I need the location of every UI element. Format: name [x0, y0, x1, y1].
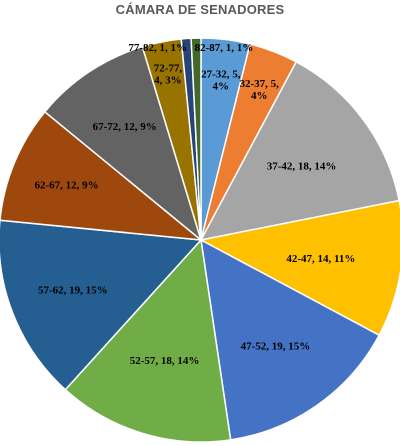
slice-label-32-37: 32-37, 5, 4%	[239, 78, 279, 102]
pie-slice-82-87	[190, 37, 202, 241]
slice-label-52-57: 52-57, 18, 14%	[130, 355, 200, 367]
slice-label-72-77: 72-77, 4, 3%	[154, 63, 183, 87]
slice-label-67-72: 67-72, 12, 9%	[93, 121, 157, 133]
pie-slice-57-62	[0, 219, 203, 391]
slice-label-62-67: 62-67, 12, 9%	[35, 179, 99, 191]
slice-label-57-62: 57-62, 19, 15%	[38, 284, 108, 296]
pie-slice-67-72	[43, 45, 203, 243]
slice-label-37-42: 37-42, 18, 14%	[267, 160, 337, 172]
slice-label-47-52: 47-52, 19, 15%	[241, 341, 311, 353]
chart-title: CÁMARA DE SENADORES	[115, 2, 285, 17]
slice-label-82-87: 82-87, 1, 1%	[195, 42, 254, 54]
slice-label-77-82: 77-82, 1, 1%	[128, 42, 187, 54]
pie-slice-37-42	[199, 60, 400, 242]
pie-slice-47-52	[200, 238, 381, 441]
pie-slice-52-57	[64, 238, 232, 443]
pie-slice-42-47	[198, 199, 400, 337]
pie-slice-62-67	[0, 110, 204, 241]
slice-label-27-32: 27-32, 5, 4%	[201, 69, 241, 93]
slice-label-42-47: 42-47, 14, 11%	[286, 253, 355, 265]
